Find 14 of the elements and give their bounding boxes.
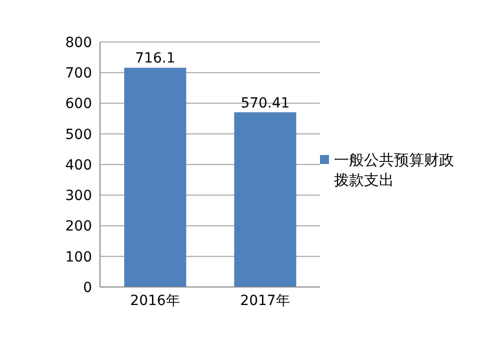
- y-tick-label: 400: [65, 157, 92, 174]
- data-label: 716.1: [135, 50, 176, 67]
- y-tick-label: 500: [65, 126, 92, 143]
- y-tick-label: 200: [65, 218, 92, 235]
- x-tick-label: 2017年: [240, 292, 290, 309]
- y-tick-label: 100: [65, 249, 92, 266]
- data-label: 570.41: [240, 95, 290, 112]
- y-tick-label: 600: [65, 96, 92, 112]
- y-tick-label: 0: [83, 280, 92, 296]
- x-tick-label: 2016年: [130, 292, 180, 309]
- y-tick-label: 800: [65, 34, 92, 51]
- legend-label: 一般公共预算财政拨款支出: [334, 150, 454, 190]
- y-tick-label: 700: [65, 66, 92, 82]
- y-tick-label: 300: [65, 188, 92, 204]
